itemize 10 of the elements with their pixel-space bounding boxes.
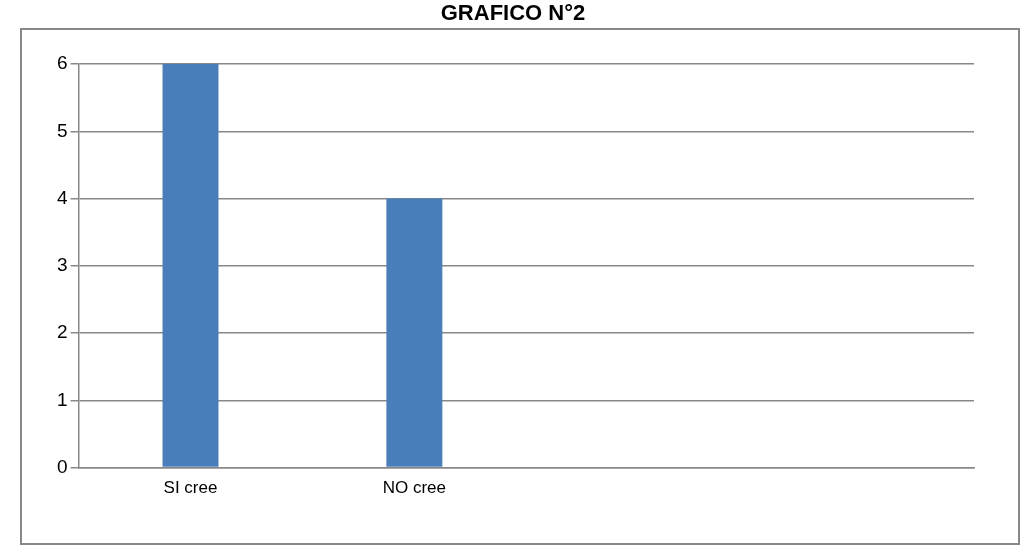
y-tick-label: 3 bbox=[56, 254, 68, 276]
y-tick-label: 1 bbox=[56, 388, 68, 410]
y-tick-label: 4 bbox=[56, 186, 68, 208]
x-tick-label: SI cree bbox=[163, 478, 218, 498]
chart-title: GRAFICO N°2 bbox=[439, 0, 587, 26]
x-tick-label: NO cree bbox=[382, 478, 446, 498]
y-tick-label: 2 bbox=[56, 321, 68, 343]
y-tick-label: 5 bbox=[56, 119, 68, 141]
y-tick-label: 0 bbox=[56, 455, 68, 477]
y-tick-label: 6 bbox=[56, 52, 68, 74]
